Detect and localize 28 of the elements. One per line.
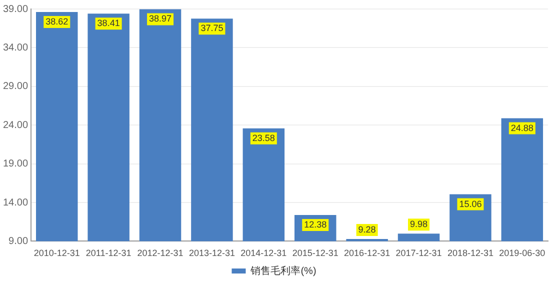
x-tick-label: 2012-12-31	[137, 248, 184, 258]
y-tick-label: 9.00	[8, 236, 28, 247]
data-label: 38.62	[46, 16, 68, 26]
x-tick-label: 2017-12-31	[396, 248, 442, 258]
x-tick-label: 2014-12-31	[240, 248, 287, 258]
data-label: 15.06	[459, 198, 482, 209]
data-label: 37.75	[200, 23, 224, 34]
data-label: 24.88	[510, 122, 534, 133]
data-label: 38.97	[149, 14, 172, 24]
x-tick-label: 2015-12-31	[292, 248, 338, 258]
data-label: 38.41	[97, 18, 120, 28]
y-tick-label: 39.00	[2, 4, 28, 15]
y-tick-label: 19.00	[2, 158, 28, 170]
y-tick-label: 29.00	[2, 81, 28, 92]
legend-label: 销售毛利率(%)	[250, 264, 316, 277]
data-label: 23.58	[252, 132, 275, 143]
x-tick-label: 2016-12-31	[344, 248, 390, 258]
data-label: 12.38	[304, 220, 327, 230]
data-label: 9.28	[358, 224, 376, 235]
x-tick-label: 2011-12-31	[86, 248, 132, 258]
x-tick-label: 2013-12-31	[188, 248, 235, 258]
data-label: 9.98	[410, 219, 428, 230]
y-tick-label: 14.00	[2, 197, 28, 208]
x-tick-label: 2010-12-31	[34, 248, 80, 258]
x-tick-label: 2019-06-30	[499, 248, 546, 258]
y-tick-label: 34.00	[2, 42, 28, 54]
x-tick-label: 2018-12-31	[447, 248, 494, 258]
y-tick-label: 24.00	[2, 120, 28, 131]
